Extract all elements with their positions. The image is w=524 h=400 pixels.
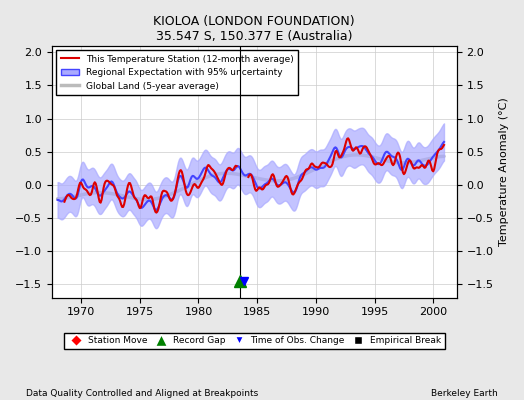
Text: Data Quality Controlled and Aligned at Breakpoints: Data Quality Controlled and Aligned at B… [26,389,258,398]
Title: KIOLOA (LONDON FOUNDATION)
35.547 S, 150.377 E (Australia): KIOLOA (LONDON FOUNDATION) 35.547 S, 150… [154,15,355,43]
Text: Berkeley Earth: Berkeley Earth [431,389,498,398]
Legend: Station Move, Record Gap, Time of Obs. Change, Empirical Break: Station Move, Record Gap, Time of Obs. C… [63,332,445,349]
Y-axis label: Temperature Anomaly (°C): Temperature Anomaly (°C) [499,97,509,246]
